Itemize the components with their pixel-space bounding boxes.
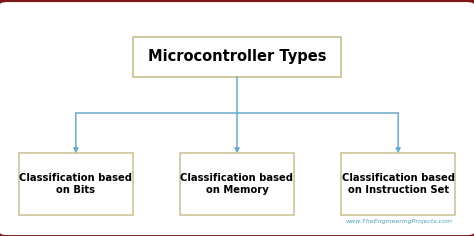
Text: Microcontroller Types: Microcontroller Types — [148, 49, 326, 64]
Text: Classification based
on Instruction Set: Classification based on Instruction Set — [342, 173, 455, 195]
FancyBboxPatch shape — [180, 153, 294, 215]
FancyBboxPatch shape — [19, 153, 133, 215]
Text: www.TheEngineeringProjects.com: www.TheEngineeringProjects.com — [346, 219, 453, 224]
FancyBboxPatch shape — [341, 153, 455, 215]
Text: Classification based
on Bits: Classification based on Bits — [19, 173, 132, 195]
FancyBboxPatch shape — [133, 37, 341, 77]
Text: Classification based
on Memory: Classification based on Memory — [181, 173, 293, 195]
